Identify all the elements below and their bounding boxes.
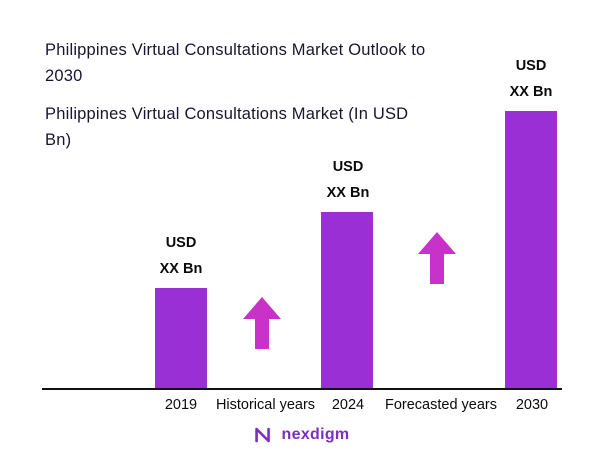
bar-value-label-2019: USD XX Bn xyxy=(136,231,226,282)
bar-2019 xyxy=(155,288,207,388)
bar-value-line2: XX Bn xyxy=(159,260,203,277)
x-axis-annotation-forecasted: Forecasted years xyxy=(384,397,498,413)
growth-up-arrow-icon xyxy=(418,232,456,284)
bar-value-label-2030: USD XX Bn xyxy=(486,54,576,105)
bar-value-line1: USD xyxy=(515,58,547,75)
bar-value-line2: XX Bn xyxy=(509,83,553,100)
bar-value-line2: XX Bn xyxy=(326,184,370,201)
growth-up-arrow-icon xyxy=(243,297,281,349)
x-axis-annotation-historical: Historical years xyxy=(215,397,316,413)
x-axis-label-2024: 2024 xyxy=(331,397,365,413)
x-axis-label-2030: 2030 xyxy=(515,397,549,413)
page-title: Philippines Virtual Consultations Market… xyxy=(45,41,426,85)
logo-text: nexdigm xyxy=(281,426,350,443)
bar-value-line1: USD xyxy=(332,159,364,176)
x-axis-line xyxy=(42,388,562,390)
title-block: Philippines Virtual Consultations Market… xyxy=(45,38,433,153)
bar-2030 xyxy=(505,111,557,388)
bar-value-label-2024: USD XX Bn xyxy=(303,155,393,206)
nexdigm-logo: nexdigm xyxy=(253,424,350,446)
bar-2024 xyxy=(321,212,373,388)
nexdigm-logo-icon xyxy=(253,424,275,446)
chart-subtitle: Philippines Virtual Consultations Market… xyxy=(45,105,409,149)
x-axis-label-2019: 2019 xyxy=(164,397,198,413)
bar-value-line1: USD xyxy=(165,235,197,252)
